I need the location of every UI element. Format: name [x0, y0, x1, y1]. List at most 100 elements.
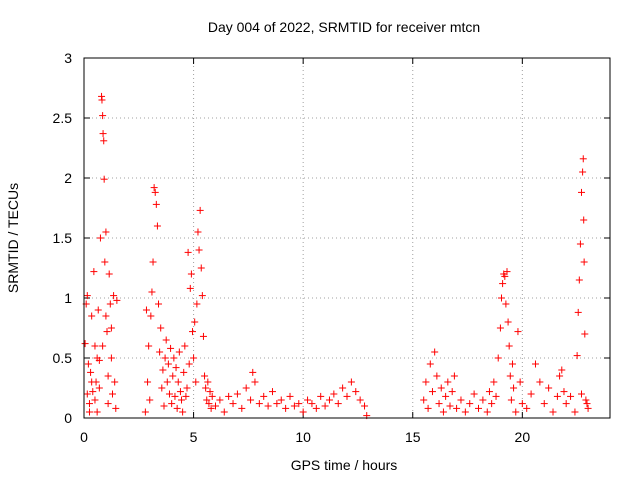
- data-point: [187, 270, 195, 278]
- data-point: [580, 216, 588, 224]
- data-point: [448, 388, 456, 396]
- data-point: [91, 342, 99, 350]
- data-point: [102, 228, 110, 236]
- data-point: [181, 342, 189, 350]
- data-point: [536, 378, 544, 386]
- data-point: [422, 378, 430, 386]
- data-point: [576, 240, 584, 248]
- data-point: [151, 188, 159, 196]
- data-point: [110, 292, 118, 300]
- data-point: [540, 400, 548, 408]
- data-point: [433, 372, 441, 380]
- data-point: [225, 392, 233, 400]
- data-point: [103, 328, 111, 336]
- data-point: [145, 342, 153, 350]
- data-point: [582, 396, 590, 404]
- data-point: [95, 384, 103, 392]
- data-point: [83, 292, 91, 300]
- data-point: [312, 404, 320, 412]
- data-point: [273, 400, 281, 408]
- data-point: [142, 306, 150, 314]
- y-tick-label: 2.5: [53, 110, 73, 126]
- data-point: [282, 404, 290, 412]
- data-point: [453, 404, 461, 412]
- data-point: [330, 390, 338, 398]
- data-point: [488, 400, 496, 408]
- data-point: [531, 360, 539, 368]
- data-point: [233, 390, 241, 398]
- data-point: [102, 312, 110, 320]
- data-point: [361, 402, 369, 410]
- data-point: [148, 288, 156, 296]
- data-point: [178, 396, 186, 404]
- data-point: [190, 354, 198, 362]
- data-point: [201, 372, 209, 380]
- y-tick-label: 0: [64, 410, 72, 426]
- data-point: [184, 248, 192, 256]
- data-point: [502, 300, 510, 308]
- data-point: [260, 392, 268, 400]
- data-point: [347, 378, 355, 386]
- data-point: [84, 360, 92, 368]
- data-point: [446, 402, 454, 410]
- data-point: [107, 354, 115, 362]
- data-point: [162, 336, 170, 344]
- data-point: [179, 408, 187, 416]
- data-point: [523, 404, 531, 412]
- data-point: [242, 384, 250, 392]
- x-tick-label: 10: [295, 429, 311, 445]
- data-point: [168, 400, 176, 408]
- data-point: [158, 384, 166, 392]
- data-point: [207, 404, 215, 412]
- data-point: [581, 330, 589, 338]
- data-point: [498, 294, 506, 302]
- data-point: [199, 332, 207, 340]
- data-point: [104, 400, 112, 408]
- data-point: [150, 184, 158, 192]
- data-point: [558, 366, 566, 374]
- data-point: [94, 306, 102, 314]
- data-point: [439, 408, 447, 416]
- data-point: [251, 378, 259, 386]
- data-point: [202, 384, 210, 392]
- y-tick-label: 2: [64, 170, 72, 186]
- data-point: [584, 404, 592, 412]
- data-point: [160, 402, 168, 410]
- data-point: [85, 400, 93, 408]
- data-point: [356, 396, 364, 404]
- data-point: [499, 280, 507, 288]
- data-point: [575, 276, 583, 284]
- data-point: [527, 390, 535, 398]
- data-point: [492, 392, 500, 400]
- data-point: [229, 400, 237, 408]
- data-point: [220, 408, 228, 416]
- data-point: [96, 234, 104, 242]
- data-point: [295, 400, 303, 408]
- data-point: [255, 400, 263, 408]
- data-point: [91, 396, 99, 404]
- data-point: [105, 270, 113, 278]
- data-point: [104, 372, 112, 380]
- data-point: [175, 348, 183, 356]
- data-point: [268, 388, 276, 396]
- data-point: [426, 360, 434, 368]
- x-tick-label: 15: [405, 429, 421, 445]
- data-point: [321, 402, 329, 410]
- data-point: [88, 312, 96, 320]
- data-point: [98, 96, 106, 104]
- data-point: [437, 384, 445, 392]
- data-point: [514, 328, 522, 336]
- data-point: [450, 372, 458, 380]
- data-point: [424, 404, 432, 412]
- data-point: [580, 258, 588, 266]
- data-point: [203, 396, 211, 404]
- data-point: [159, 366, 167, 374]
- data-point: [579, 168, 587, 176]
- data-point: [174, 378, 182, 386]
- data-point: [470, 390, 478, 398]
- data-point: [107, 324, 115, 332]
- data-point: [188, 328, 196, 336]
- data-point: [99, 130, 107, 138]
- data-point: [308, 400, 316, 408]
